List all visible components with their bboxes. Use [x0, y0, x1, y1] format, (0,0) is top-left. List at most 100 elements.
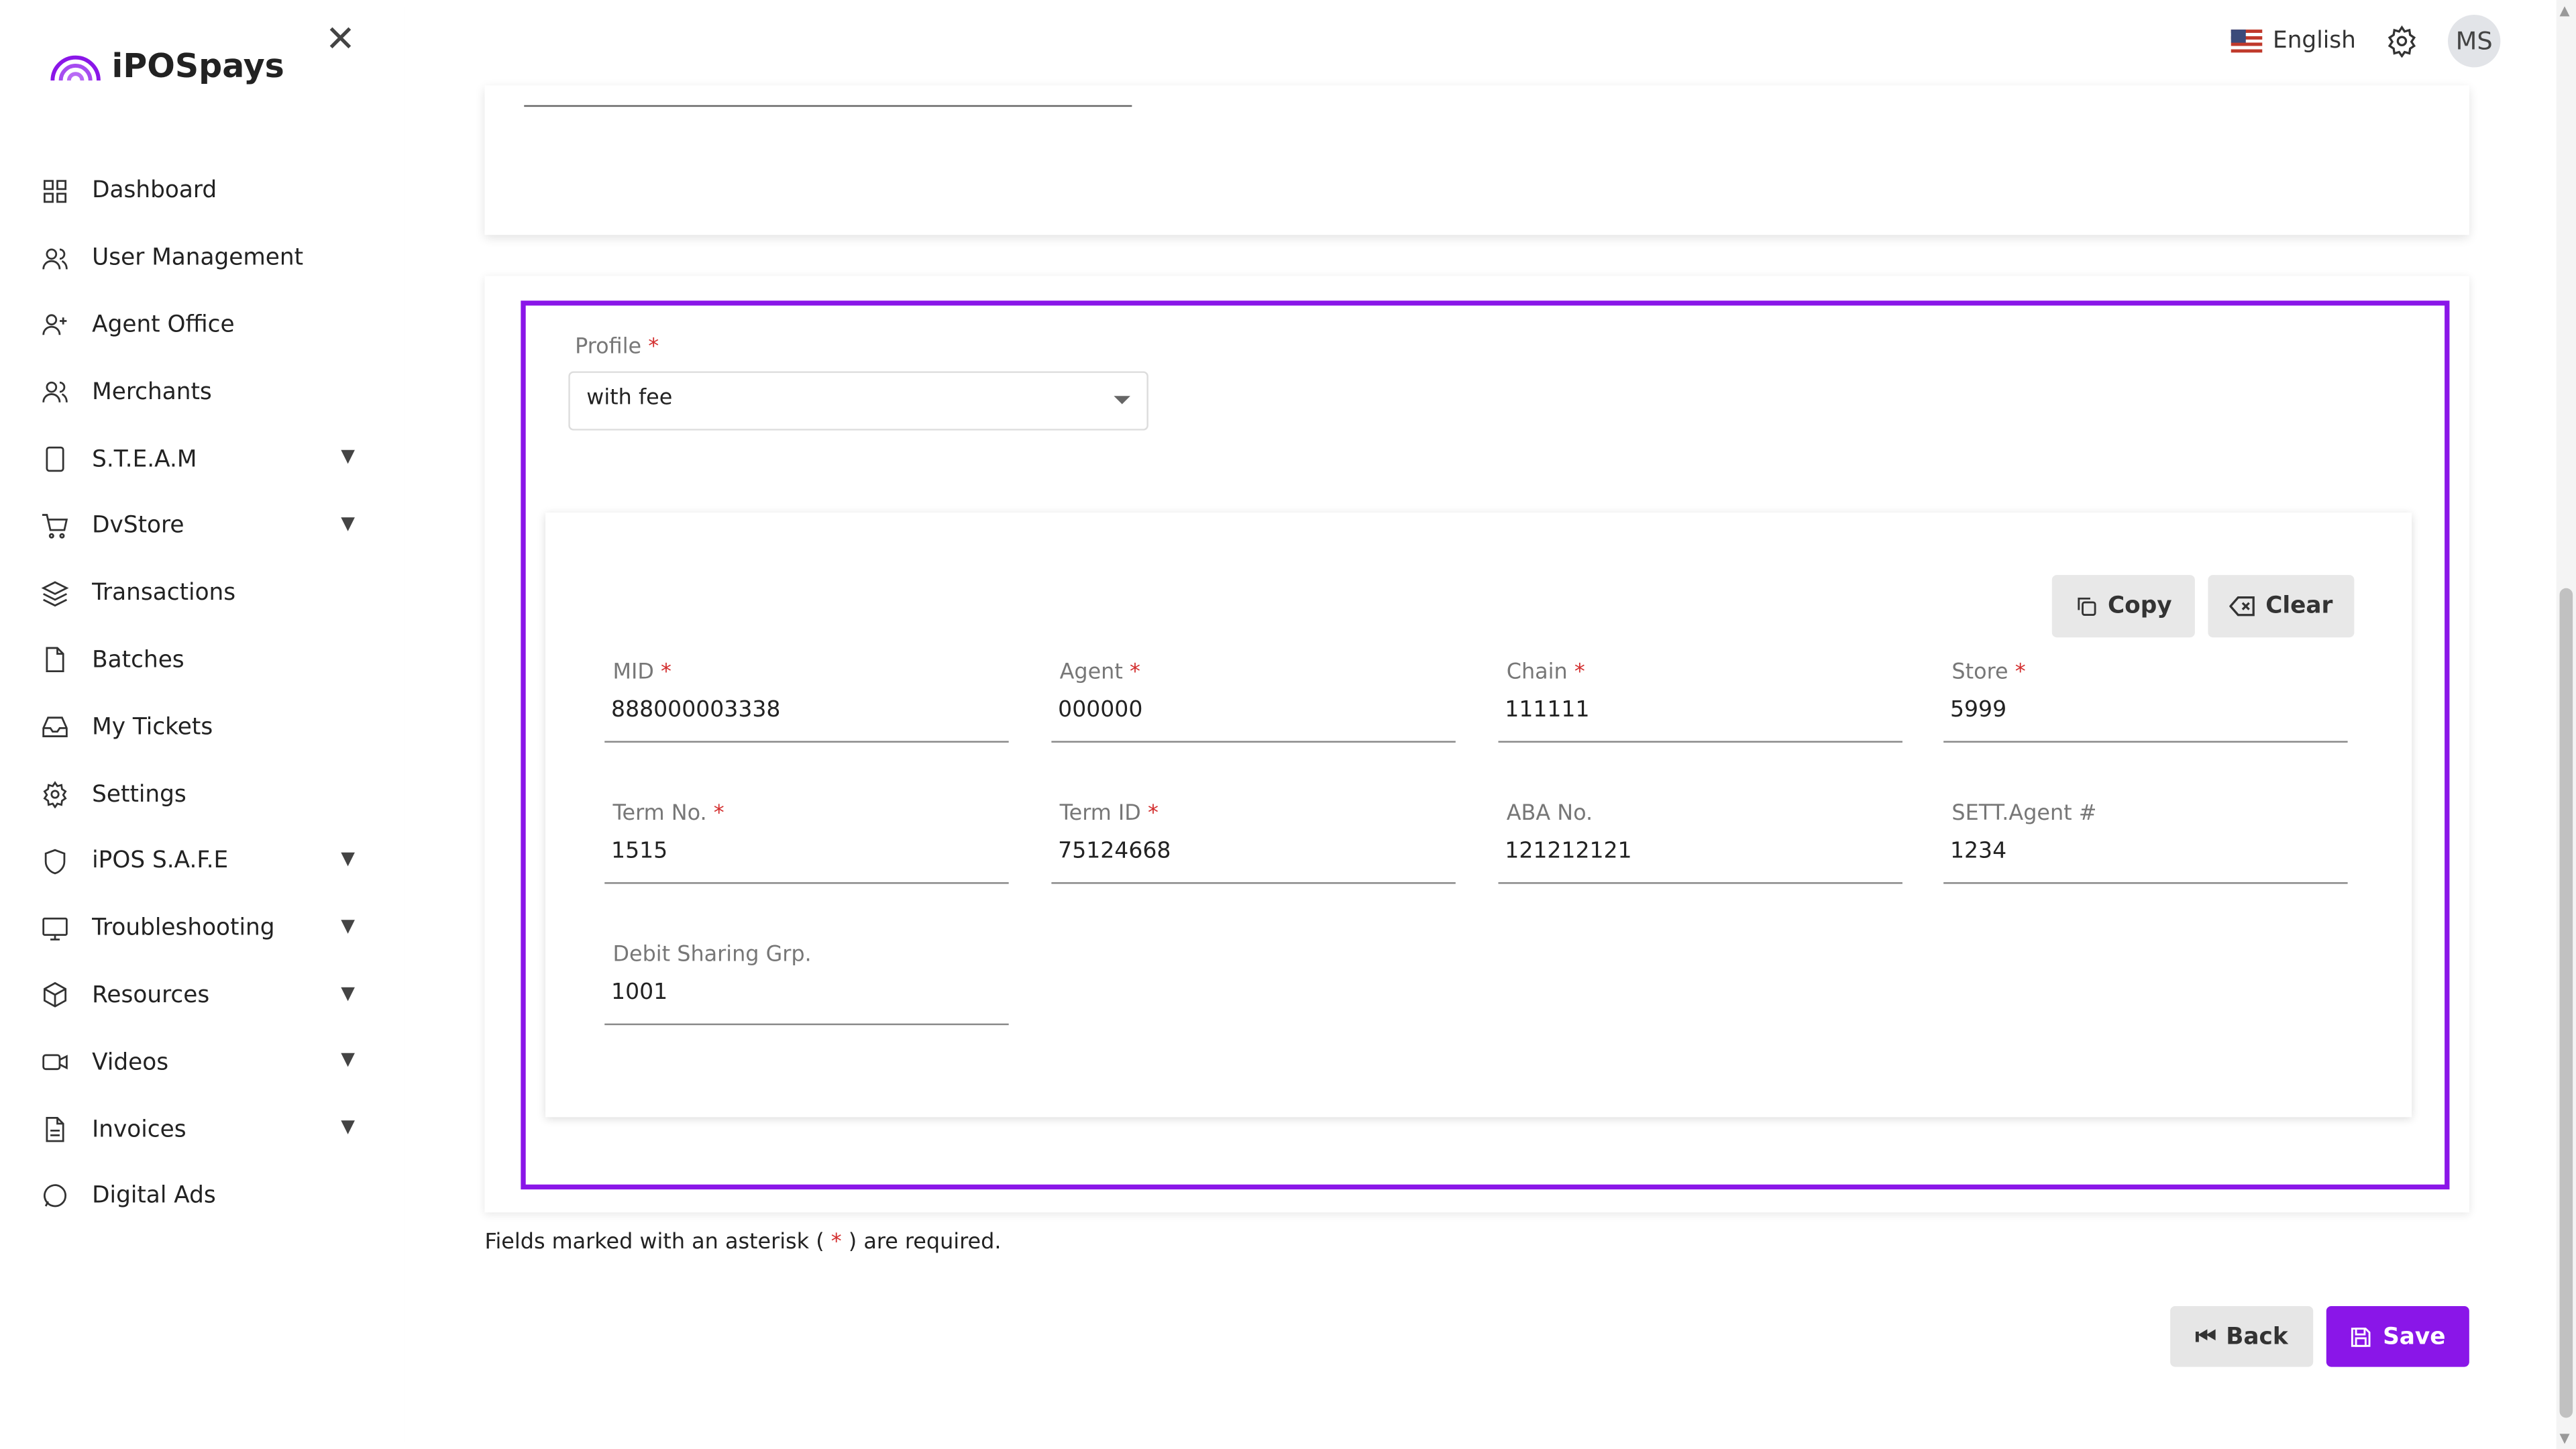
chevron-down-icon[interactable]: ▼ [341, 914, 355, 936]
ipospays-logo-icon [50, 55, 101, 81]
sidebar-item-batches[interactable]: Batches [0, 627, 404, 694]
sidebar-item-label: Digital Ads [92, 1183, 216, 1210]
cart-icon [42, 513, 68, 539]
gear-icon [43, 781, 67, 809]
monitor-icon [42, 917, 68, 941]
sidebar-item-merchants[interactable]: Merchants [0, 359, 404, 426]
field-value[interactable]: 888000003338 [611, 696, 781, 723]
users-icon [42, 248, 68, 269]
logo[interactable]: iPOSpays [49, 46, 284, 86]
field-sett-agent[interactable]: SETT.Agent # 1234 [1943, 802, 2348, 884]
field-label: Chain * [1506, 660, 1585, 686]
field-chain[interactable]: Chain * 111111 [1498, 660, 1902, 743]
field-store[interactable]: Store * 5999 [1943, 660, 2348, 743]
file-text-icon [46, 1117, 64, 1142]
field-label: Term No. * [612, 802, 724, 826]
field-value[interactable]: 75124668 [1058, 837, 1171, 865]
sidebar-item-user-management[interactable]: User Management [0, 225, 404, 292]
sidebar-item-dashboard[interactable]: Dashboard [0, 158, 404, 225]
language-selector[interactable]: English [2231, 28, 2356, 54]
tablet-icon [46, 446, 64, 472]
box-icon [44, 983, 67, 1008]
copy-button[interactable]: Copy [2051, 575, 2195, 638]
field-value[interactable]: 1234 [1949, 837, 2007, 865]
chevron-down-icon[interactable]: ▼ [341, 981, 355, 1004]
chevron-down-icon[interactable]: ▼ [341, 847, 355, 869]
clear-button[interactable]: Clear [2208, 575, 2355, 638]
us-flag-icon [2231, 30, 2263, 53]
field-value[interactable]: 121212121 [1505, 837, 1632, 865]
sidebar-item-transactions[interactable]: Transactions [0, 560, 404, 627]
dropdown-caret-icon [1114, 396, 1130, 405]
back-button[interactable]: ⏮ Back [2170, 1305, 2314, 1367]
chevron-down-icon[interactable]: ▼ [341, 445, 355, 467]
field-agent[interactable]: Agent * 000000 [1051, 660, 1456, 743]
avatar[interactable]: MS [2448, 15, 2501, 68]
terminal-config-card: Profile * with fee Copy Clear MID * 88800… [484, 276, 2469, 1213]
sidebar-item-troubleshooting[interactable]: Troubleshooting ▼ [0, 895, 404, 962]
sidebar-item-agent-office[interactable]: Agent Office [0, 292, 404, 359]
field-aba-no[interactable]: ABA No. 121212121 [1498, 802, 1902, 884]
field-value[interactable]: 1515 [611, 837, 668, 865]
sidebar-item-label: Resources [92, 982, 210, 1009]
message-icon [44, 1183, 67, 1207]
field-term-no[interactable]: Term No. * 1515 [604, 802, 1009, 884]
sidebar-item-ipos-s-a-f-e[interactable]: iPOS S.A.F.E ▼ [0, 828, 404, 895]
file-icon [46, 647, 64, 674]
shield-icon [44, 849, 66, 874]
field-value[interactable]: 1001 [611, 979, 668, 1006]
chevron-down-icon[interactable]: ▼ [341, 1049, 355, 1071]
backspace-icon [2229, 596, 2255, 616]
field-label: SETT.Agent # [1951, 802, 2097, 826]
sidebar-item-settings[interactable]: Settings [0, 761, 404, 828]
scroll-up-icon[interactable]: ▲ [2559, 3, 2570, 18]
sidebar: iPOSpays ✕ Dashboard User Management Agent… [0, 0, 405, 1449]
sidebar-item-digital-ads[interactable]: Digital Ads [0, 1163, 404, 1230]
copy-icon [2078, 597, 2096, 616]
field-label: ABA No. [1506, 802, 1593, 826]
profile-value: with fee [586, 386, 673, 411]
sidebar-item-invoices[interactable]: Invoices ▼ [0, 1096, 404, 1163]
field-value[interactable]: 111111 [1505, 696, 1590, 723]
save-button[interactable]: Save [2326, 1305, 2469, 1367]
field-term-id[interactable]: Term ID * 75124668 [1051, 802, 1456, 884]
sidebar-nav: Dashboard User Management Agent Office Merc… [0, 158, 404, 1230]
field-mid[interactable]: MID * 888000003338 [604, 660, 1009, 743]
video-icon [42, 1055, 68, 1071]
highlight-frame: Profile * with fee Copy Clear MID * 88800… [521, 301, 2450, 1190]
layers-icon [41, 580, 69, 606]
save-icon [2351, 1326, 2371, 1346]
close-sidebar-icon[interactable]: ✕ [325, 19, 356, 61]
topbar: English MS [2231, 0, 2557, 82]
sidebar-item-label: Merchants [92, 379, 212, 406]
sidebar-item-label: Troubleshooting [92, 915, 275, 942]
profile-select[interactable]: with fee [568, 371, 1148, 431]
sidebar-item-label: Agent Office [92, 312, 235, 339]
field-value[interactable]: 000000 [1058, 696, 1143, 723]
profile-label: Profile * [575, 335, 659, 360]
user-plus-icon [42, 315, 67, 336]
field-label: Agent * [1059, 660, 1140, 686]
chevron-down-icon[interactable]: ▼ [341, 1116, 355, 1138]
field-label: Term ID * [1059, 802, 1159, 826]
required-note: Fields marked with an asterisk ( * ) are… [484, 1230, 1002, 1256]
gear-icon[interactable] [2385, 25, 2418, 58]
sidebar-item-videos[interactable]: Videos ▼ [0, 1029, 404, 1096]
sidebar-item-label: DvStore [92, 513, 184, 540]
language-label: English [2273, 28, 2356, 54]
inbox-icon [42, 717, 68, 738]
sidebar-item-resources[interactable]: Resources ▼ [0, 962, 404, 1029]
users-icon [42, 382, 68, 403]
skip-back-icon: ⏮ [2195, 1323, 2216, 1350]
brand-name: iPOSpays [111, 46, 284, 86]
scrollbar-thumb[interactable] [2559, 588, 2573, 1418]
sidebar-item-s-t-e-a-m[interactable]: S.T.E.A.M ▼ [0, 426, 404, 493]
field-debit-sharing-grp[interactable]: Debit Sharing Grp. 1001 [604, 943, 1009, 1026]
sidebar-item-dvstore[interactable]: DvStore ▼ [0, 493, 404, 560]
sidebar-item-my-tickets[interactable]: My Tickets [0, 694, 404, 761]
scrollbar[interactable]: ▲ ▼ [2556, 0, 2576, 1449]
sidebar-item-label: Invoices [92, 1116, 186, 1143]
field-value[interactable]: 5999 [1949, 696, 2007, 723]
scroll-down-icon[interactable]: ▼ [2559, 1431, 2570, 1446]
chevron-down-icon[interactable]: ▼ [341, 513, 355, 534]
